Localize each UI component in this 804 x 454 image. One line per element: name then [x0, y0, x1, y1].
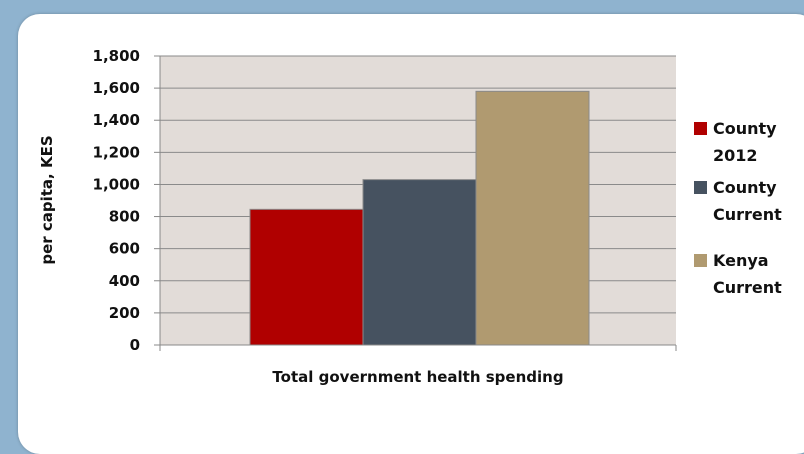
- legend-swatch: [694, 254, 707, 267]
- legend-label: Kenya: [713, 251, 769, 270]
- legend-swatch: [694, 122, 707, 135]
- legend-label: Current: [713, 205, 782, 224]
- y-tick-label: 0: [130, 336, 140, 354]
- y-tick-label: 1,000: [93, 175, 140, 193]
- legend-label: County: [713, 178, 777, 197]
- legend: County 2012 County Current Kenya Current: [694, 119, 782, 297]
- bar-county-current: [362, 179, 477, 346]
- bar-kenya-current: [475, 90, 590, 346]
- x-axis-title: Total government health spending: [272, 368, 563, 386]
- legend-label: 2012: [713, 146, 758, 165]
- legend-swatch: [694, 181, 707, 194]
- legend-label: Current: [713, 278, 782, 297]
- y-tick-label: 1,800: [93, 47, 140, 65]
- bar-county-2012: [249, 208, 364, 346]
- y-tick-label: 800: [109, 208, 140, 226]
- y-tick-label: 600: [109, 240, 140, 258]
- y-tick-label: 200: [109, 304, 140, 322]
- y-tick-label: 1,200: [93, 143, 140, 161]
- y-tick-label: 400: [109, 272, 140, 290]
- y-tick-label: 1,600: [93, 79, 140, 97]
- y-axis-ticks: 0 200 400 600 800 1,000 1,200 1,400 1,600 1,800: [93, 47, 160, 354]
- y-tick-label: 1,400: [93, 111, 140, 129]
- legend-label: County: [713, 119, 777, 138]
- y-axis-title: per capita, KES: [38, 135, 56, 264]
- bar-chart: 0 200 400 600 800 1,000 1,200 1,400 1,600 1,800 T…: [38, 47, 782, 386]
